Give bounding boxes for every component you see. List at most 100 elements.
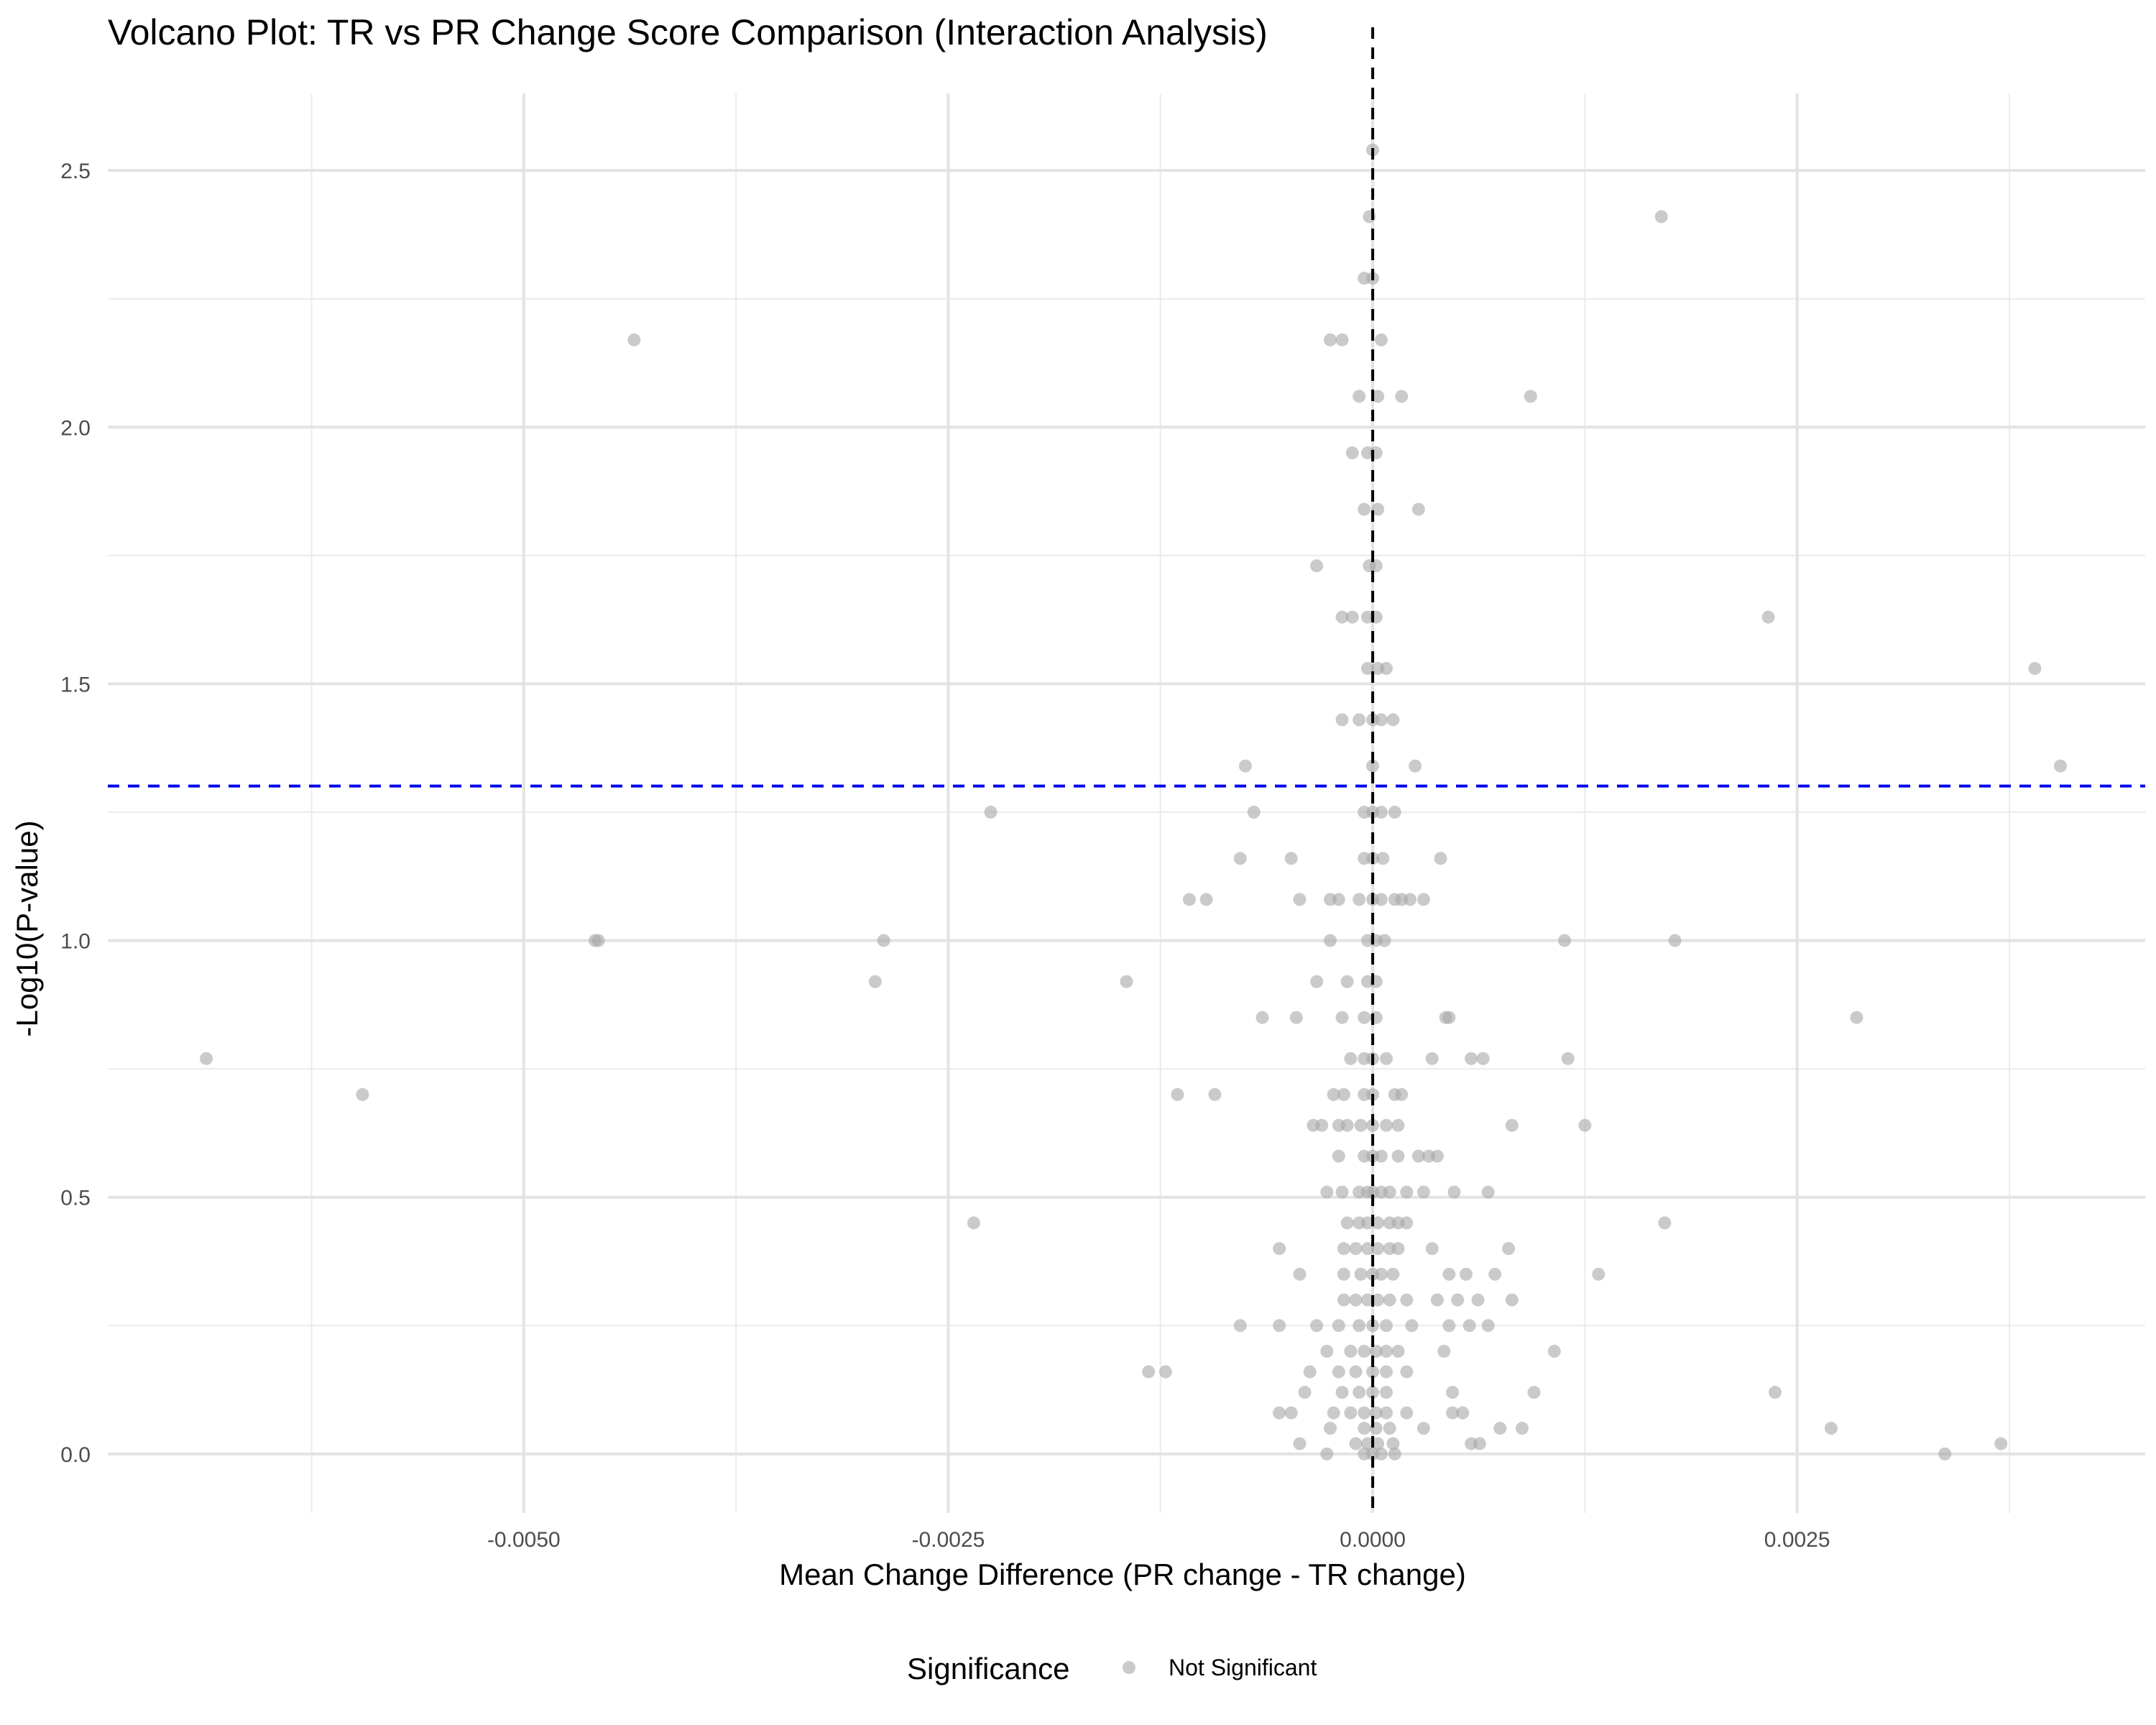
data-point	[1310, 1319, 1324, 1333]
data-point	[1247, 806, 1261, 819]
data-point	[1416, 1422, 1430, 1435]
data-point	[1273, 1406, 1286, 1420]
data-point	[1332, 893, 1345, 906]
data-point	[1446, 1406, 1460, 1420]
data-point	[1344, 1345, 1358, 1358]
x-tick-labels: -0.0050 -0.0025 0.0000 0.0025	[487, 1528, 1830, 1552]
data-point	[1293, 893, 1307, 906]
data-point	[1340, 1216, 1354, 1230]
data-point	[1335, 1386, 1349, 1399]
data-point	[1366, 1386, 1380, 1399]
legend-label-not-significant: Not Significant	[1169, 1655, 1317, 1680]
data-point	[1142, 1365, 1156, 1379]
data-point	[1353, 893, 1366, 906]
data-point	[1383, 1185, 1396, 1199]
data-point	[1668, 934, 1682, 947]
data-point	[1344, 1052, 1358, 1065]
data-point	[1340, 975, 1354, 988]
data-point	[1233, 852, 1247, 865]
data-points	[200, 143, 2067, 1460]
data-point	[1505, 1118, 1519, 1132]
data-point	[1391, 1149, 1405, 1163]
data-point	[1558, 934, 1572, 947]
data-point	[1515, 1422, 1529, 1435]
data-point	[1358, 1345, 1371, 1358]
data-point	[1293, 1437, 1307, 1450]
data-point	[1324, 934, 1337, 947]
data-point	[1171, 1087, 1184, 1101]
data-point	[1335, 610, 1349, 624]
data-point	[1366, 759, 1380, 773]
data-point	[1761, 610, 1775, 624]
data-point	[1376, 852, 1390, 865]
data-point	[1327, 1087, 1340, 1101]
data-point	[1434, 852, 1447, 865]
y-tick-label: 0.5	[60, 1187, 91, 1210]
data-point	[1456, 1406, 1470, 1420]
x-tick-label: 0.0025	[1764, 1528, 1830, 1552]
data-point	[1379, 1406, 1393, 1420]
data-point	[1430, 1293, 1444, 1307]
data-point	[1158, 1365, 1172, 1379]
data-point	[1303, 1365, 1317, 1379]
data-point	[1405, 1319, 1419, 1333]
data-point	[1337, 1087, 1350, 1101]
data-point	[1471, 1293, 1485, 1307]
data-point	[1411, 1149, 1425, 1163]
data-point	[1298, 1386, 1312, 1399]
data-point	[200, 1052, 213, 1065]
y-tick-label: 0.0	[60, 1443, 91, 1467]
data-point	[1320, 1345, 1334, 1358]
data-point	[1337, 1293, 1350, 1307]
data-point	[1481, 1185, 1495, 1199]
data-point	[1379, 1386, 1393, 1399]
data-point	[1379, 1052, 1393, 1065]
data-point	[1400, 1406, 1414, 1420]
data-point	[2028, 662, 2042, 675]
data-point	[1182, 893, 1196, 906]
data-point	[1378, 934, 1391, 947]
data-point	[1360, 662, 1374, 675]
data-point	[1437, 1345, 1451, 1358]
data-point	[1369, 559, 1383, 573]
data-point	[1199, 893, 1213, 906]
data-point	[868, 975, 882, 988]
data-point	[1256, 1011, 1269, 1024]
data-point	[1293, 1267, 1307, 1281]
data-point	[1327, 1406, 1340, 1420]
reference-lines	[108, 27, 2145, 1513]
x-tick-label: -0.0025	[912, 1528, 985, 1552]
data-point	[1358, 502, 1371, 516]
data-point	[1442, 1011, 1456, 1024]
data-point	[1360, 1216, 1374, 1230]
data-point	[1374, 713, 1388, 727]
data-point	[2053, 759, 2067, 773]
data-point	[1409, 759, 1422, 773]
data-point	[1658, 1216, 1672, 1230]
data-point	[1349, 1293, 1363, 1307]
data-point	[1332, 1319, 1345, 1333]
data-point	[1310, 975, 1324, 988]
data-point	[1386, 1267, 1400, 1281]
data-point	[1371, 502, 1385, 516]
data-point	[1335, 1185, 1349, 1199]
data-point	[1289, 1011, 1303, 1024]
data-point	[1994, 1437, 2008, 1450]
data-point	[1360, 1437, 1374, 1450]
data-point	[1310, 559, 1324, 573]
data-point	[1451, 1293, 1465, 1307]
data-point	[1374, 1447, 1388, 1460]
data-point	[1768, 1386, 1782, 1399]
data-point	[1349, 1242, 1363, 1256]
data-point	[1391, 1345, 1405, 1358]
data-point	[1527, 1386, 1541, 1399]
data-point	[1345, 610, 1359, 624]
data-point	[1120, 975, 1133, 988]
data-point	[1547, 1345, 1561, 1358]
x-tick-label: -0.0050	[487, 1528, 561, 1552]
data-point	[984, 806, 998, 819]
data-point	[1360, 1293, 1374, 1307]
data-point	[1374, 1267, 1388, 1281]
data-point	[1416, 1185, 1430, 1199]
